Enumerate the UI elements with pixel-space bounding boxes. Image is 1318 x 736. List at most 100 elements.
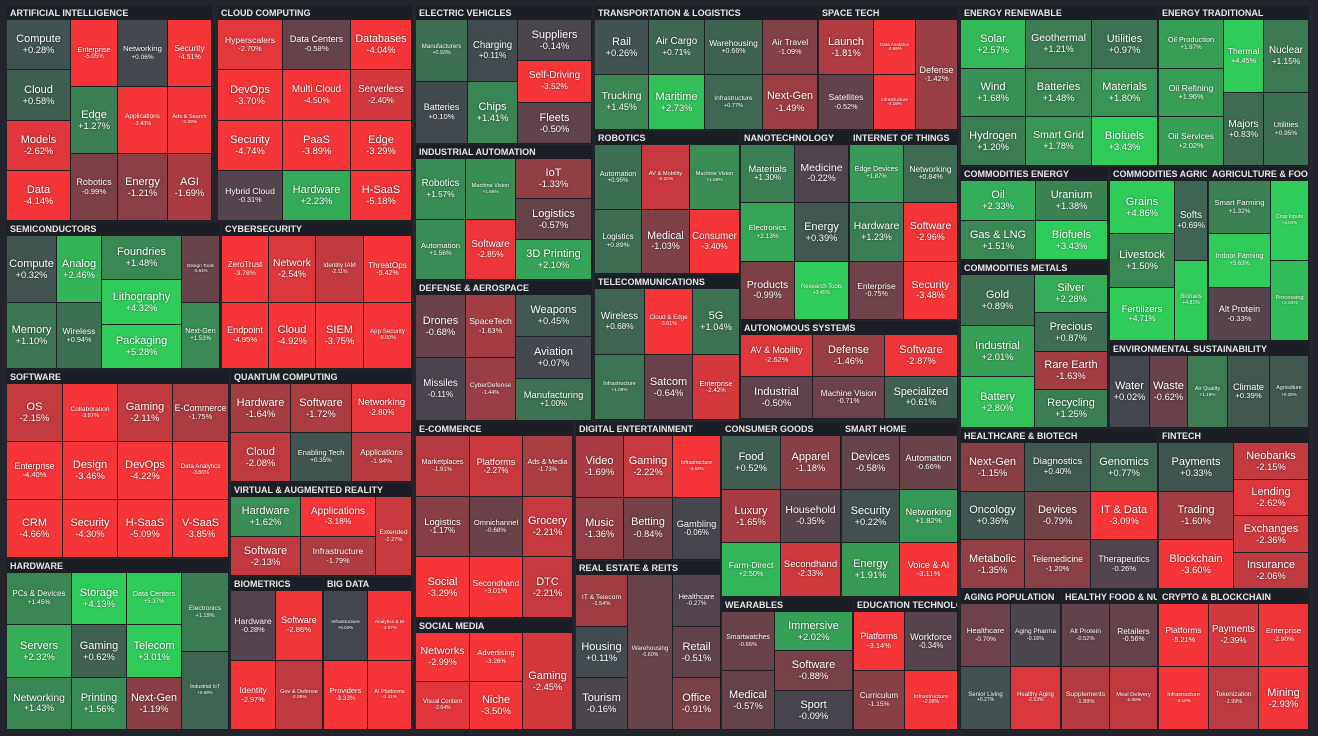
tile-name: Indoor Farming [1215, 253, 1264, 261]
tile: Ads & Media -1.73% [523, 436, 572, 496]
tile-name: Oncology [969, 504, 1016, 517]
tile-name: Neobanks [1246, 449, 1296, 462]
tile-name: Insurance [1246, 559, 1296, 572]
tile-name: Extended [379, 529, 408, 537]
tile: Charging +0.11% [468, 20, 517, 81]
tile-name: Energy [853, 558, 888, 571]
sector-title: AUTONOMOUS SYSTEMS [744, 323, 856, 333]
tile: Extended -2.27% [376, 497, 411, 575]
tile-change: +1.30% [753, 173, 782, 183]
tile: Databases -4.04% [351, 20, 411, 69]
tile-change: -2.64% [434, 705, 451, 711]
tile-name: Machine Vision [820, 389, 877, 399]
tile: Enabling Tech +0.35% [291, 433, 351, 481]
tile: Self-Driving -3.52% [518, 61, 591, 102]
sector-title: E-COMMERCE [419, 424, 482, 434]
tile-name: DevOps [125, 459, 165, 472]
tile-name: Supplements [1065, 691, 1106, 699]
tile: Solar +2.57% [961, 20, 1025, 68]
tile-name: CRM [21, 517, 48, 530]
tile: Gaming -2.22% [624, 436, 672, 497]
tile-name: Networks [420, 645, 465, 658]
tile-name: Next-Gen [185, 327, 216, 336]
tile-name: Infrastructure [1167, 692, 1200, 699]
tile-name: Missiles [423, 378, 458, 390]
tile: Climate +0.39% [1228, 356, 1269, 427]
tile: ThreatOps -5.42% [364, 236, 411, 302]
tile: Next-Gen -1.19% [127, 678, 181, 729]
tile-name: Design Tools [186, 263, 215, 269]
tile-change: +1.25% [1055, 409, 1087, 420]
tile-change: -3.78% [234, 269, 256, 277]
tile: Software -0.88% [775, 651, 852, 690]
tile: V-SaaS -3.85% [173, 500, 228, 557]
tile: Batteries +1.48% [1026, 69, 1091, 116]
tile-change: -3.85% [185, 529, 216, 540]
tile: Payments -2.39% [1209, 604, 1258, 666]
tile: Batteries +0.10% [416, 82, 467, 143]
tile-name: Software [791, 659, 836, 672]
tile-change: +1.45% [27, 599, 51, 607]
tile: Retailers -0.56% [1110, 604, 1157, 666]
tile-change: -2.85% [477, 250, 504, 260]
tile-name: Applications [360, 447, 403, 457]
sector-title: WEARABLES [725, 600, 783, 610]
sector-title: CRYPTO & BLOCKCHAIN [1162, 592, 1272, 602]
tile-name: Data [26, 184, 51, 197]
sector: E-COMMERCE Marketplaces -1.91% Logistics -1.… [416, 422, 573, 618]
tile-change: +1.56% [83, 704, 115, 715]
tile: Logistics -1.17% [416, 497, 469, 556]
tile-name: Alt Protein [1218, 303, 1261, 314]
tile-change: +2.10% [537, 260, 570, 271]
tile-change: -1.65% [736, 516, 766, 527]
tile-name: Retailers [1117, 626, 1150, 636]
tile: Software -2.87% [885, 335, 957, 376]
tile-name: Security [911, 278, 950, 291]
tile: Industrial -0.50% [741, 377, 812, 418]
tile-name: Networking [905, 506, 952, 517]
sector: SEMICONDUCTORS Compute +0.32% Memory +1.10% A… [7, 222, 220, 369]
tile-change: -0.33% [1227, 313, 1252, 323]
tile: Immersive +2.02% [775, 612, 852, 650]
tile-name: Specialized [893, 385, 949, 398]
tile-change: -2.11% [130, 413, 160, 424]
tile-change: -3.29% [427, 587, 458, 598]
tile-change: +2.02% [797, 631, 830, 642]
tile: Models -2.62% [7, 121, 70, 170]
tile-change: +0.89% [606, 242, 630, 250]
tile: Manufacturers +0.93% [416, 20, 467, 81]
tile: Enterprise -2.90% [1259, 604, 1308, 666]
sector: AGRICULTURE & FOO Smart Farming +1.32% Indo… [1209, 167, 1309, 341]
tile-change: -0.68% [425, 326, 456, 337]
tile: Defense -1.42% [916, 20, 957, 129]
tile-name: Robotics [76, 176, 112, 187]
tile-name: Aviation [534, 346, 573, 359]
sector: ENERGY TRADITIONAL Oil Production +1.97% Oi… [1159, 6, 1309, 166]
sector-title: INDUSTRIAL AUTOMATION [419, 147, 536, 157]
tile: Medicine -0.22% [795, 145, 848, 202]
sector-title: HARDWARE [10, 561, 63, 571]
tile: Thermal +4.45% [1224, 20, 1263, 92]
sector-title: SMART HOME [845, 424, 907, 434]
sector: CYBERSECURITY ZeroTrust -3.78% Endpoint -4.9… [222, 222, 412, 369]
tile: PCs & Devices +1.45% [7, 573, 71, 624]
tile: Compute +0.32% [7, 236, 56, 302]
tile-name: Networking [13, 692, 65, 704]
tile-change: +1.78% [1043, 140, 1074, 151]
tile-change: -0.09% [798, 710, 829, 721]
tile-name: Warehousing [709, 37, 758, 48]
tile-change: +2.13% [756, 232, 779, 240]
tile-change: -5.09% [130, 529, 160, 540]
tile: Launch -1.81% [819, 20, 873, 74]
tile: Meal Delivery -2.08% [1110, 667, 1157, 729]
tile-change: +0.94% [66, 335, 92, 345]
tile: Machine Vision +1.59% [690, 145, 739, 209]
tile-name: Gov & Defense [280, 689, 318, 696]
sector: EDUCATION TECHNOLO Platforms -3.14% Curricu… [854, 598, 958, 730]
tile-name: ThreatOps [368, 260, 407, 270]
tile-change: +4.81% [1182, 300, 1200, 306]
tile-change: -2.15% [1256, 461, 1286, 472]
tile-change: +0.93% [432, 50, 451, 57]
sector: ENERGY RENEWABLE Solar +2.57% Wind +1.68% Hyd… [961, 6, 1158, 166]
tile-change: -0.28% [241, 625, 265, 635]
